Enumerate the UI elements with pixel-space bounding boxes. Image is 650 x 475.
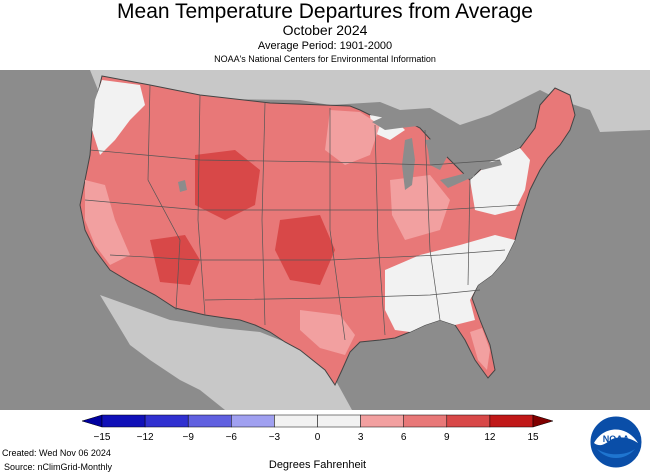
border-line-10	[109, 249, 506, 261]
legend-tick-label: −3	[268, 432, 281, 443]
lake-superior	[372, 112, 425, 130]
legend-bin-7	[403, 414, 448, 428]
legend-tick-label: −6	[225, 432, 237, 443]
legend-bin-3	[231, 414, 275, 428]
legend-colorbar	[81, 414, 554, 428]
lake-erie	[440, 172, 475, 188]
lake-michigan	[402, 138, 415, 190]
legend-tick-label: 9	[444, 432, 450, 443]
border-line-6	[424, 129, 441, 321]
state-borders	[84, 84, 521, 341]
canada-land	[90, 70, 650, 132]
great-salt-lake	[178, 180, 187, 192]
map-subtitle: October 2024	[282, 22, 368, 38]
hotter-areas	[150, 150, 335, 285]
southern-texas-warm-area	[300, 310, 355, 355]
legend-below-arrow	[81, 414, 103, 428]
logo-bird-wing	[594, 429, 638, 446]
border-line-7	[467, 179, 471, 286]
northeast-normal-area	[470, 148, 530, 215]
northwest-normal-area	[92, 80, 145, 155]
border-line-11	[204, 289, 481, 301]
legend-tick-label: −12	[136, 432, 154, 443]
agency-line: NOAA's National Centers for Environmenta…	[214, 54, 436, 64]
southwest-hot-area	[150, 235, 200, 285]
data-source: Source: nClimGrid-Monthly	[4, 462, 113, 472]
legend-bin-4	[274, 414, 318, 428]
legend-tick-label: −15	[93, 432, 111, 443]
logo-lower-wave	[597, 449, 635, 458]
legend-bin-8	[446, 414, 491, 428]
border-line-8	[89, 149, 501, 166]
near-normal-areas	[92, 80, 530, 332]
north-central-warm-area	[325, 110, 380, 165]
cooler-warm-areas	[85, 110, 490, 370]
border-line-3	[261, 102, 266, 326]
legend-bin-1	[144, 414, 189, 428]
midwest-warm-area	[390, 175, 450, 240]
logo-outer-ring	[589, 415, 643, 469]
noaa-logo: NOAA	[589, 415, 643, 469]
legend-tick-label: 12	[484, 432, 496, 443]
legend-bin-5	[317, 414, 361, 428]
map-title: Mean Temperature Departures from Average	[117, 0, 533, 23]
legend-tick-label: 15	[527, 432, 539, 443]
lakes	[178, 112, 502, 192]
border-line-1	[147, 84, 181, 311]
mexico-land	[100, 295, 352, 410]
legend-tick-label: 0	[314, 432, 321, 443]
rockies-hot-area	[195, 150, 260, 220]
created-date: Created: Wed Nov 06 2024	[2, 448, 111, 458]
florida-warm-area	[470, 328, 490, 370]
average-period: Average Period: 1901-2000	[257, 40, 393, 52]
lake-ontario	[478, 160, 502, 170]
legend-tick-label: 6	[400, 432, 407, 443]
legend-bin-2	[187, 414, 232, 428]
border-line-9	[84, 199, 521, 211]
legend-tick-label: −9	[182, 432, 194, 443]
plains-hot-area	[275, 215, 335, 285]
logo-text: NOAA	[603, 434, 630, 444]
legend-bin-0	[101, 414, 146, 428]
legend-tick-label: 3	[357, 432, 364, 443]
legend-bins	[81, 414, 554, 428]
legend-bin-6	[360, 414, 404, 428]
border-line-2	[197, 94, 206, 316]
border-line-4	[329, 108, 346, 341]
lake-huron	[425, 138, 448, 170]
temperature-map	[0, 70, 650, 410]
legend-above-arrow	[532, 414, 554, 428]
southeast-normal-area	[385, 235, 515, 332]
legend-units: Degrees Fahrenheit	[268, 459, 367, 471]
legend-tick-labels: −15 −12 −9 −6 −3 0 3 6 9 12 15	[80, 432, 555, 446]
legend-bin-9	[489, 414, 534, 428]
